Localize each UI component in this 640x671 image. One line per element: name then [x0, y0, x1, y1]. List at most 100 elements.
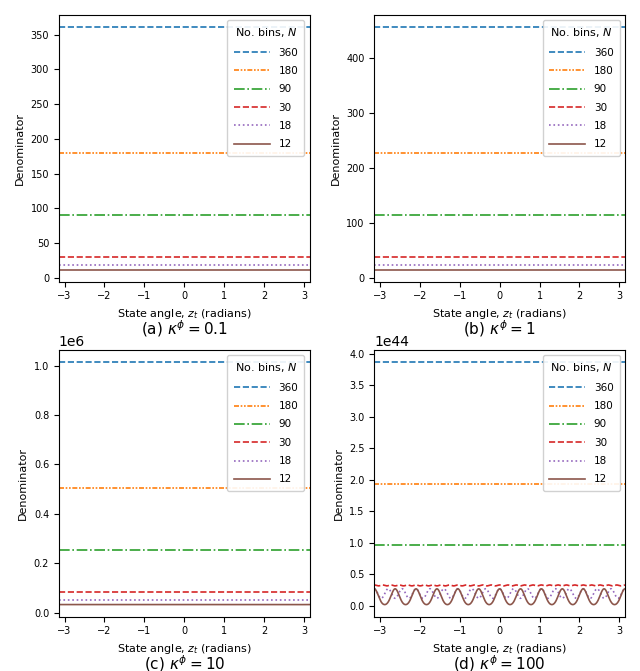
180: [205, 148, 213, 156]
X-axis label: State angle, $z_t$ (radians): State angle, $z_t$ (radians): [432, 642, 567, 656]
12: [582, 589, 590, 597]
360: [371, 23, 379, 31]
360: [283, 23, 291, 31]
180: [621, 480, 629, 488]
18: [55, 597, 63, 605]
180: [306, 484, 314, 492]
360: [55, 358, 63, 366]
18: [531, 595, 538, 603]
18: [598, 593, 606, 601]
90: [77, 211, 85, 219]
360: [84, 358, 92, 366]
360: [268, 358, 276, 366]
90: [525, 541, 532, 549]
Text: (d) $\kappa^\phi = 100$: (d) $\kappa^\phi = 100$: [453, 654, 546, 671]
90: [371, 211, 379, 219]
30: [599, 253, 607, 261]
12: [371, 266, 379, 274]
180: [520, 148, 528, 156]
180: [55, 148, 63, 156]
360: [63, 23, 71, 31]
18: [284, 262, 292, 270]
X-axis label: State angle, $z_t$ (radians): State angle, $z_t$ (radians): [117, 642, 252, 656]
90: [584, 541, 591, 549]
360: [371, 358, 379, 366]
18: [204, 597, 211, 605]
360: [520, 23, 528, 31]
18: [268, 262, 276, 270]
180: [205, 484, 213, 492]
12: [69, 266, 77, 274]
180: [268, 484, 276, 492]
180: [209, 484, 217, 492]
12: [205, 266, 213, 274]
18: [268, 597, 275, 605]
90: [284, 546, 292, 554]
30: [56, 588, 63, 596]
12: [520, 591, 528, 599]
18: [524, 584, 532, 592]
X-axis label: State angle, $z_t$ (radians): State angle, $z_t$ (radians): [432, 307, 567, 321]
90: [57, 546, 65, 554]
180: [306, 148, 314, 156]
90: [383, 211, 390, 219]
Line: 18: 18: [374, 588, 625, 599]
12: [598, 266, 606, 274]
Text: (b) $\kappa^\phi = 1$: (b) $\kappa^\phi = 1$: [463, 319, 536, 340]
12: [209, 601, 217, 609]
18: [206, 262, 214, 270]
18: [599, 262, 607, 270]
18: [306, 262, 314, 270]
18: [204, 597, 212, 605]
30: [617, 582, 625, 590]
18: [400, 262, 408, 270]
360: [584, 358, 591, 366]
Y-axis label: Denominator: Denominator: [15, 112, 25, 185]
12: [56, 601, 63, 609]
12: [58, 266, 66, 274]
18: [209, 597, 216, 605]
90: [621, 211, 629, 219]
18: [582, 589, 590, 597]
90: [147, 211, 154, 219]
90: [577, 541, 585, 549]
30: [268, 253, 276, 261]
90: [55, 211, 63, 219]
180: [206, 148, 214, 156]
180: [524, 480, 532, 488]
30: [204, 588, 212, 596]
12: [525, 599, 532, 607]
12: [268, 601, 275, 609]
30: [520, 581, 527, 589]
18: [522, 262, 529, 270]
90: [584, 211, 591, 219]
X-axis label: State angle, $z_t$ (radians): State angle, $z_t$ (radians): [117, 307, 252, 321]
90: [621, 541, 629, 549]
180: [520, 480, 527, 488]
360: [284, 358, 292, 366]
30: [301, 588, 309, 596]
30: [210, 253, 218, 261]
90: [520, 541, 527, 549]
Legend: 360, 180, 90, 30, 18, 12: 360, 180, 90, 30, 18, 12: [227, 20, 305, 156]
18: [283, 597, 291, 605]
Text: (c) $\kappa^\phi = 10$: (c) $\kappa^\phi = 10$: [143, 654, 225, 671]
180: [55, 484, 63, 492]
Y-axis label: Denominator: Denominator: [330, 112, 340, 185]
12: [283, 601, 291, 609]
180: [549, 148, 557, 156]
360: [621, 23, 629, 31]
30: [584, 253, 591, 261]
30: [209, 588, 216, 596]
30: [306, 253, 314, 261]
Text: (a) $\kappa^\phi = 0.1$: (a) $\kappa^\phi = 0.1$: [141, 319, 228, 340]
30: [284, 253, 292, 261]
18: [519, 592, 527, 601]
90: [92, 546, 100, 554]
360: [206, 358, 214, 366]
18: [371, 262, 379, 270]
90: [388, 541, 396, 549]
90: [206, 546, 214, 554]
90: [210, 211, 218, 219]
180: [371, 148, 378, 156]
